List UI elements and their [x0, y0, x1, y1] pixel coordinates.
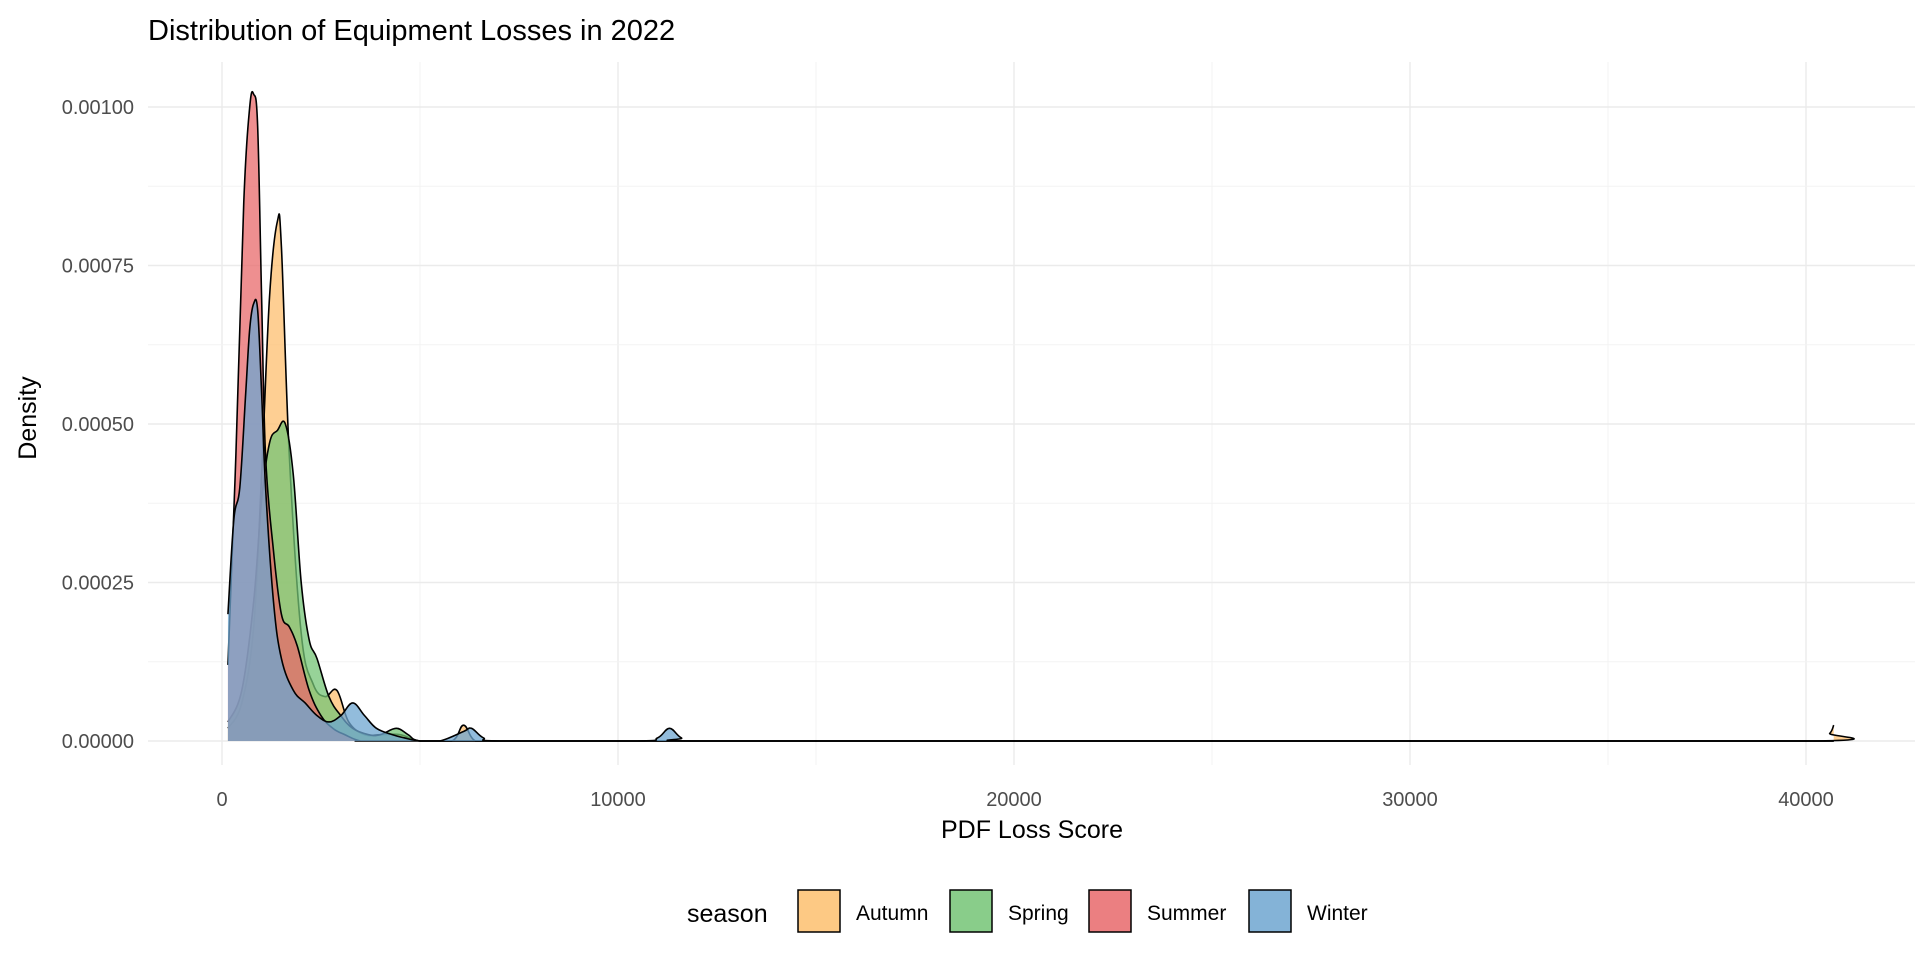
grid-lines	[148, 62, 1915, 765]
x-axis-title: PDF Loss Score	[941, 816, 1123, 844]
legend-key-winter	[1248, 889, 1292, 933]
legend: season Autumn Spring Summer Winter	[687, 889, 1368, 933]
winter-density-area	[227, 299, 1834, 741]
spring-density-area	[227, 421, 1834, 741]
x-axis-ticks: 0 10000 20000 30000 40000	[216, 789, 1833, 811]
spring-density-line	[227, 420, 1834, 742]
y-tick-label: 0.00075	[62, 256, 134, 278]
winter-density-line	[227, 298, 1834, 742]
chart-title: Distribution of Equipment Losses in 2022	[148, 15, 675, 47]
y-tick-label: 0.00050	[62, 414, 134, 436]
legend-label-autumn: Autumn	[856, 902, 928, 925]
legend-items: Autumn Spring Summer Winter	[797, 889, 1368, 933]
summer-density-area	[227, 91, 1834, 742]
y-tick-label: 0.00025	[62, 573, 134, 595]
x-tick-label: 30000	[1382, 789, 1438, 811]
x-tick-label: 0	[216, 789, 227, 811]
y-axis-title: Density	[14, 376, 42, 460]
y-axis-ticks: 0.00000 0.00025 0.00050 0.00075 0.00100	[62, 97, 134, 753]
legend-label-spring: Spring	[1008, 902, 1069, 925]
y-tick-label: 0.00100	[62, 97, 134, 119]
x-tick-label: 40000	[1778, 789, 1834, 811]
legend-key-summer	[1088, 889, 1132, 933]
legend-label-winter: Winter	[1307, 902, 1368, 925]
x-tick-label: 20000	[986, 789, 1042, 811]
legend-key-spring	[949, 889, 993, 933]
legend-title: season	[687, 900, 768, 928]
legend-key-autumn	[797, 889, 841, 933]
summer-density-line	[227, 90, 1834, 742]
legend-label-summer: Summer	[1147, 902, 1226, 925]
x-tick-label: 10000	[590, 789, 646, 811]
density-areas	[227, 90, 1855, 742]
y-tick-label: 0.00000	[62, 731, 134, 753]
